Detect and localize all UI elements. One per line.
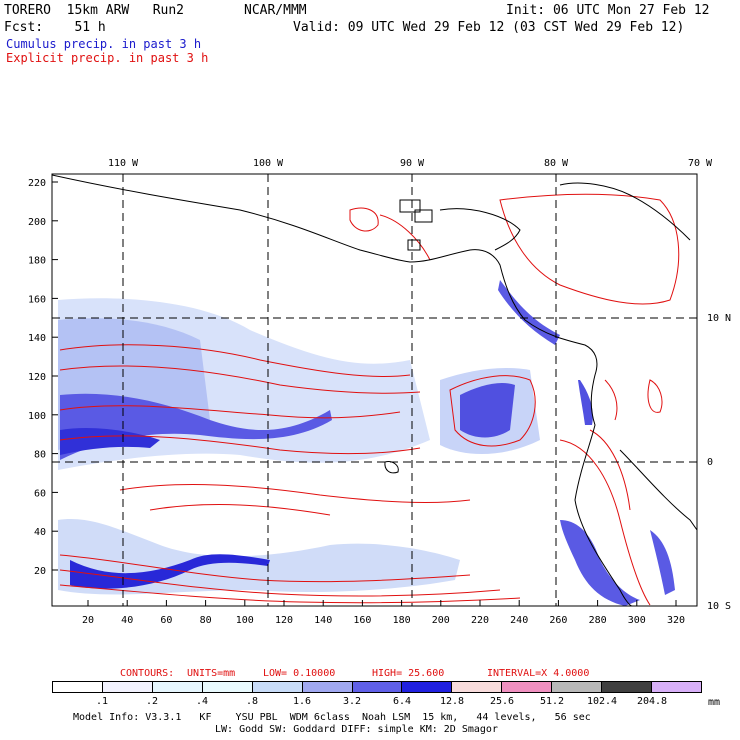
contours-prefix: CONTOURS: xyxy=(120,668,175,679)
model-info-line2: LW: Godd SW: Goddard DIFF: simple KM: 2D… xyxy=(215,724,498,735)
x-tick-label: 40 xyxy=(121,615,133,626)
colorbar-cell xyxy=(351,682,402,692)
y-axis-labels: 220 200 180 160 140 120 100 80 60 40 20 xyxy=(28,178,46,577)
lat-label-10n: 10 N xyxy=(707,313,731,324)
colorbar-cell xyxy=(301,682,352,692)
x-tick-label: 220 xyxy=(471,615,489,626)
colorbar-label: 12.8 xyxy=(439,696,465,707)
x-tick-label: 120 xyxy=(275,615,293,626)
y-tick-label: 80 xyxy=(34,450,46,461)
colorbar-cell xyxy=(651,682,701,692)
explicit-precip-contours xyxy=(59,193,680,606)
x-tick-label: 280 xyxy=(589,615,607,626)
colorbar-cell xyxy=(601,682,652,692)
y-tick-label: 140 xyxy=(28,333,46,344)
colorbar-label: 6.4 xyxy=(392,696,412,707)
y-tick-label: 220 xyxy=(28,178,46,189)
colorbar-unit: mm xyxy=(708,697,721,708)
cumulus-legend: Cumulus precip. in past 3 h xyxy=(6,37,202,51)
y-tick-label: 160 xyxy=(28,294,46,305)
coastlines xyxy=(52,174,697,606)
y-tick-label: 40 xyxy=(34,527,46,538)
colorbar-label: 204.8 xyxy=(636,696,668,707)
x-tick-label: 260 xyxy=(549,615,567,626)
model-title: TORERO 15km ARW Run2 xyxy=(4,3,185,18)
colorbar-label: .2 xyxy=(145,696,159,707)
colorbar-label: .8 xyxy=(245,696,259,707)
y-tick-label: 100 xyxy=(28,411,46,422)
forecast-hour: Fcst: 51 h xyxy=(4,20,106,35)
contours-low: LOW= 0.10000 xyxy=(263,668,336,679)
colorbar-label: 51.2 xyxy=(539,696,565,707)
lat-label-10s: 10 S xyxy=(707,601,731,612)
lat-lon-grid xyxy=(52,174,697,606)
colorbar-cell xyxy=(151,682,202,692)
colorbar-cell xyxy=(201,682,252,692)
precip-colorbar xyxy=(52,681,702,693)
map-frame xyxy=(51,173,698,607)
x-tick-label: 140 xyxy=(314,615,332,626)
axis-ticks xyxy=(52,181,677,606)
y-tick-label: 200 xyxy=(28,217,46,228)
x-tick-label: 80 xyxy=(200,615,212,626)
colorbar-cell xyxy=(551,682,602,692)
colorbar-label: .1 xyxy=(95,696,109,707)
x-axis-labels: 20 40 60 80 100 120 140 160 180 200 220 240 260 280 30… xyxy=(82,615,685,626)
colorbar-label: 1.6 xyxy=(292,696,312,707)
y-tick-label: 20 xyxy=(34,566,46,577)
y-tick-label: 60 xyxy=(34,488,46,499)
explicit-legend: Explicit precip. in past 3 h xyxy=(6,51,209,65)
colorbar-cell xyxy=(101,682,152,692)
lat-label-0: 0 xyxy=(707,457,713,468)
colorbar-cell xyxy=(401,682,452,692)
contours-units: UNITS=mm xyxy=(187,668,236,679)
y-tick-label: 120 xyxy=(28,372,46,383)
x-tick-label: 60 xyxy=(160,615,172,626)
lon-label-110w: 110 W xyxy=(108,158,139,169)
lon-label-80w: 80 W xyxy=(544,158,569,169)
init-time: Init: 06 UTC Mon 27 Feb 12 xyxy=(506,3,710,18)
valid-time: Valid: 09 UTC Wed 29 Feb 12 (03 CST Wed … xyxy=(293,20,685,35)
colorbar-cell xyxy=(501,682,552,692)
lon-label-70w: 70 W xyxy=(688,158,713,169)
colorbar-label: 3.2 xyxy=(342,696,362,707)
x-tick-label: 240 xyxy=(510,615,528,626)
colorbar-cell xyxy=(451,682,502,692)
colorbar-label: .4 xyxy=(195,696,209,707)
lon-label-100w: 100 W xyxy=(253,158,284,169)
x-tick-label: 320 xyxy=(667,615,685,626)
colorbar-cell xyxy=(251,682,302,692)
colorbar-label: 25.6 xyxy=(489,696,515,707)
colorbar-label: 102.4 xyxy=(586,696,618,707)
lon-label-90w: 90 W xyxy=(400,158,425,169)
colorbar-cell xyxy=(53,682,102,692)
precip-map: 110 W 100 W 90 W 80 W 70 W 10 N 0 10 S 2… xyxy=(28,158,731,626)
x-tick-label: 200 xyxy=(432,615,450,626)
y-tick-label: 180 xyxy=(28,256,46,267)
org-label: NCAR/MMM xyxy=(244,3,307,18)
x-tick-label: 180 xyxy=(393,615,411,626)
contours-high: HIGH= 25.600 xyxy=(372,668,445,679)
contours-interval: INTERVAL=X 4.0000 xyxy=(487,668,590,679)
x-tick-label: 20 xyxy=(82,615,94,626)
x-tick-label: 160 xyxy=(353,615,371,626)
model-info-line1: Model Info: V3.3.1 KF YSU PBL WDM 6class… xyxy=(73,712,591,723)
x-tick-label: 100 xyxy=(236,615,254,626)
x-tick-label: 300 xyxy=(628,615,646,626)
cumulus-precip-field xyxy=(58,280,675,606)
